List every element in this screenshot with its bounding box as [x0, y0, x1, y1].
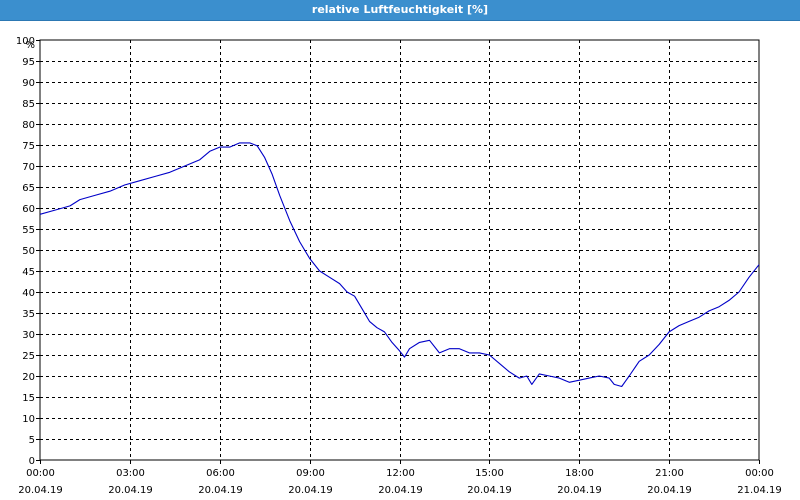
x-tick-date-label: 20.04.19 — [557, 485, 602, 496]
y-tick-label: 75 — [22, 141, 35, 152]
x-tick-time-label: 12:00 — [386, 468, 415, 479]
x-tick-time-label: 15:00 — [475, 468, 504, 479]
x-tick-date-label: 20.04.19 — [18, 485, 63, 496]
plot-layer — [39, 142, 760, 388]
y-tick-label: 85 — [22, 99, 35, 110]
y-tick-label: 30 — [22, 330, 35, 341]
x-tick-time-label: 00:00 — [745, 468, 774, 479]
y-tick-label: 20 — [22, 372, 35, 383]
grid-layer — [36, 39, 760, 464]
y-tick-label: 60 — [22, 204, 35, 215]
x-axis-labels: 00:00 20.04.19 03:00 20.04.19 06:00 20.04.19 0… — [18, 468, 782, 496]
x-tick-date-label: 20.04.19 — [467, 485, 512, 496]
x-tick-date-label: 20.04.19 — [198, 485, 243, 496]
y-tick-label: 15 — [22, 393, 35, 404]
y-tick-label: 95 — [22, 57, 35, 68]
y-tick-label: 5 — [29, 435, 35, 446]
y-tick-label: 10 — [22, 414, 35, 425]
x-tick-date-label: 20.04.19 — [378, 485, 423, 496]
x-tick-time-label: 06:00 — [206, 468, 235, 479]
y-tick-label: 0 — [29, 456, 35, 467]
x-tick-time-label: 18:00 — [565, 468, 594, 479]
y-tick-label: 70 — [22, 162, 35, 173]
x-tick-time-label: 00:00 — [26, 468, 55, 479]
x-tick-date-label: 20.04.19 — [108, 485, 153, 496]
y-axis-unit: % — [25, 40, 35, 51]
chart-title: relative Luftfeuchtigkeit [%] — [0, 0, 800, 21]
y-tick-label: 50 — [22, 246, 35, 257]
x-tick-time-label: 09:00 — [296, 468, 325, 479]
x-tick-date-label: 20.04.19 — [647, 485, 692, 496]
y-axis-labels: 0 5 10 15 20 25 30 35 40 45 50 55 60 65 70 75 80 85 90 95 10… — [16, 36, 35, 467]
y-tick-label: 55 — [22, 225, 35, 236]
x-tick-date-label: 21.04.19 — [737, 485, 782, 496]
x-tick-time-label: 03:00 — [116, 468, 145, 479]
y-tick-label: 25 — [22, 351, 35, 362]
y-tick-label: 100 — [16, 36, 35, 47]
y-tick-label: 90 — [22, 78, 35, 89]
y-tick-label: 35 — [22, 309, 35, 320]
y-tick-label: 65 — [22, 183, 35, 194]
y-tick-label: 40 — [22, 288, 35, 299]
plot-frame — [39, 39, 760, 461]
x-tick-time-label: 21:00 — [655, 468, 684, 479]
humidity-series-line — [39, 142, 760, 388]
y-tick-label: 80 — [22, 120, 35, 131]
x-tick-date-label: 20.04.19 — [288, 485, 333, 496]
y-tick-label: 45 — [22, 267, 35, 278]
